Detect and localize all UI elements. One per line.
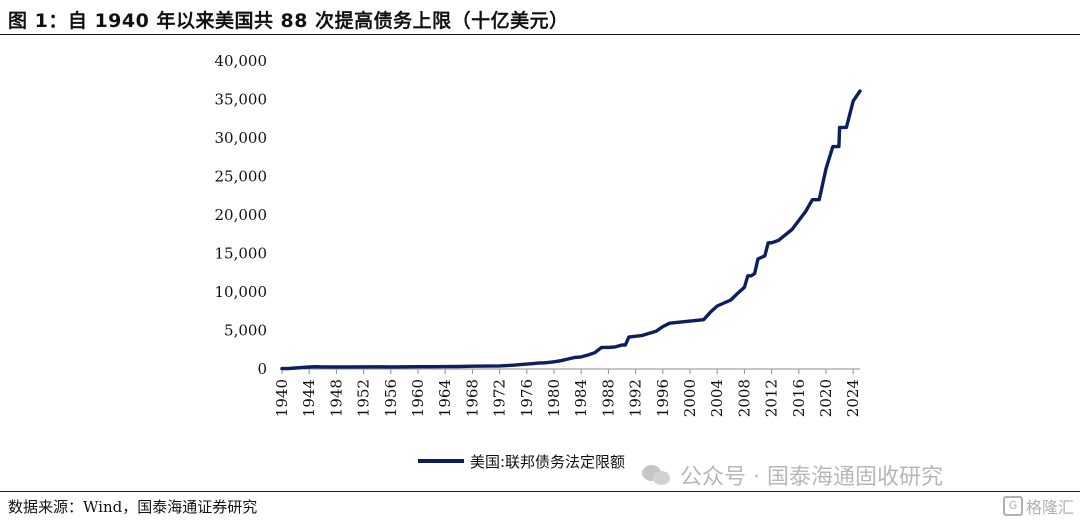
legend: 美国:联邦债务法定限额 [418, 451, 625, 471]
plot-area [280, 89, 862, 371]
watermark: 公众号 · 国泰海通固收研究 [642, 459, 943, 491]
x-tick-label: 2024 [844, 379, 862, 417]
top-divider [0, 34, 1080, 35]
line-chart: 0 5,000 10,000 15,000 20,000 25,000 30,000 35,0… [215, 52, 863, 417]
x-tick-label: 1988 [599, 379, 617, 417]
x-tick-label: 1956 [382, 379, 400, 417]
x-tick-label: 1984 [572, 379, 590, 417]
x-tick-label: 1940 [273, 379, 291, 417]
x-tick-label: 2020 [817, 379, 835, 417]
x-tick-label: 1960 [409, 379, 427, 417]
x-tick-label: 1964 [436, 379, 454, 417]
y-tick-label: 40,000 [215, 52, 268, 70]
x-tick-label: 1980 [545, 379, 563, 417]
brand-logo-icon: G [1002, 496, 1023, 516]
x-tick-label: 2004 [708, 379, 726, 417]
brand-text: 格隆汇 [1025, 498, 1074, 517]
x-tick-label: 1948 [327, 379, 345, 417]
y-axis: 0 5,000 10,000 15,000 20,000 25,000 30,000 35,0… [215, 52, 268, 378]
x-tick-label: 1944 [300, 379, 318, 417]
x-tick-label: 1968 [463, 379, 481, 417]
x-axis: 1940 1944 1948 1952 1956 1960 1964 1968 1972 1976… [273, 368, 862, 417]
x-tick-label: 2012 [763, 379, 781, 417]
y-tick-label: 35,000 [215, 91, 268, 109]
brand-watermark: G 格隆汇 [1002, 494, 1074, 518]
y-tick-label: 5,000 [224, 322, 267, 340]
series-line-debt-ceiling [280, 89, 862, 371]
x-tick-label: 1996 [654, 379, 672, 417]
y-tick-label: 20,000 [215, 206, 268, 224]
bottom-divider [0, 491, 1080, 492]
figure-title: 图 1：自 1940 年以来美国共 88 次提高债务上限（十亿美元） [8, 10, 569, 32]
legend-swatch [418, 459, 464, 463]
y-tick-label: 0 [257, 360, 267, 378]
y-tick-label: 10,000 [215, 283, 268, 301]
x-tick-label: 2008 [735, 379, 753, 417]
watermark-text: 公众号 · 国泰海通固收研究 [680, 465, 943, 490]
x-tick-label: 2016 [790, 379, 808, 417]
wechat-icon [642, 463, 672, 487]
y-tick-label: 25,000 [215, 168, 268, 186]
y-tick-label: 30,000 [215, 129, 268, 147]
x-tick-label: 2000 [681, 379, 699, 417]
source-note: 数据来源：Wind，国泰海通证券研究 [8, 498, 258, 516]
x-tick-label: 1972 [491, 379, 509, 417]
y-tick-label: 15,000 [215, 245, 268, 263]
x-tick-label: 1992 [627, 379, 645, 417]
x-tick-label: 1976 [518, 379, 536, 417]
legend-label: 美国:联邦债务法定限额 [470, 452, 626, 471]
x-tick-label: 1952 [355, 379, 373, 417]
